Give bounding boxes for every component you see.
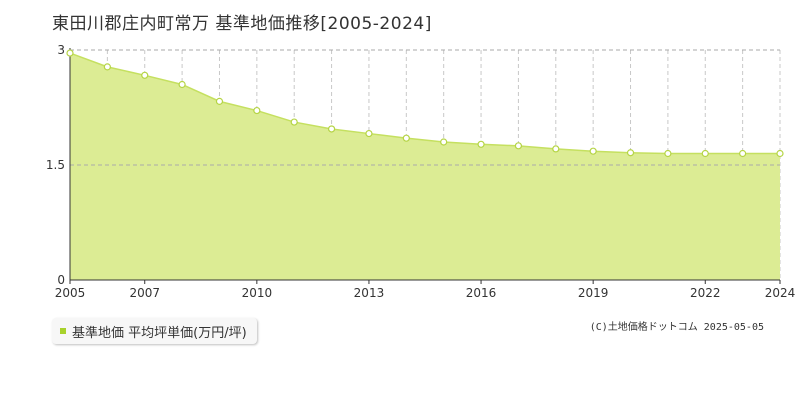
x-tick-label-2019: 2019 (578, 286, 609, 300)
data-point-2024 (776, 149, 784, 158)
data-point-2017 (514, 142, 523, 150)
chart-title: 東田川郡庄内町常万 基準地価推移[2005-2024] (52, 14, 432, 34)
x-tick-label-2007: 2007 (129, 286, 160, 300)
data-point-2018 (552, 145, 560, 153)
y-tick-labels: 01.53 (46, 43, 65, 287)
data-point-2021 (664, 149, 672, 158)
area-fill (70, 53, 780, 280)
data-point-2023 (739, 149, 747, 158)
data-point-2009 (215, 97, 224, 105)
data-point-2012 (327, 125, 336, 133)
series-line (69, 52, 780, 155)
x-tick-label-2013: 2013 (354, 286, 385, 300)
data-point-2016 (477, 140, 485, 148)
x-tick-labels: 2005 2007 2010 2013 2016 2019 2022 2024 (55, 280, 796, 300)
data-point-2008 (178, 80, 186, 89)
x-tick-label-2024: 2024 (765, 286, 796, 300)
data-point-2020 (626, 149, 635, 157)
legend-swatch (60, 328, 66, 334)
x-tick-label-2022: 2022 (690, 286, 721, 300)
legend: 基準地価 平均坪単価(万円/坪) (52, 318, 257, 344)
y-tick-label-0: 0 (57, 273, 65, 287)
data-point-2006 (103, 63, 111, 71)
data-point-2015 (440, 138, 448, 146)
x-tick-label-2016: 2016 (466, 286, 497, 300)
data-point-2010 (253, 106, 261, 115)
data-point-2011 (290, 118, 298, 126)
copyright-text: (C)土地価格ドットコム 2025-05-05 (589, 322, 764, 333)
data-point-2005 (66, 49, 74, 57)
data-point-2013 (365, 129, 373, 138)
x-tick-label-2005: 2005 (55, 286, 86, 300)
data-point-2007 (141, 71, 149, 79)
legend-label: 基準地価 平均坪単価(万円/坪) (72, 325, 247, 341)
horizontal-grid (70, 49, 780, 166)
data-point-2014 (402, 134, 410, 142)
x-tick-label-2010: 2010 (242, 286, 273, 300)
y-tick-label-3: 3 (57, 43, 65, 57)
y-tick-label-1.5: 1.5 (46, 158, 65, 172)
data-point-2019 (589, 147, 597, 155)
data-points (66, 49, 784, 158)
data-point-2022 (701, 149, 709, 158)
